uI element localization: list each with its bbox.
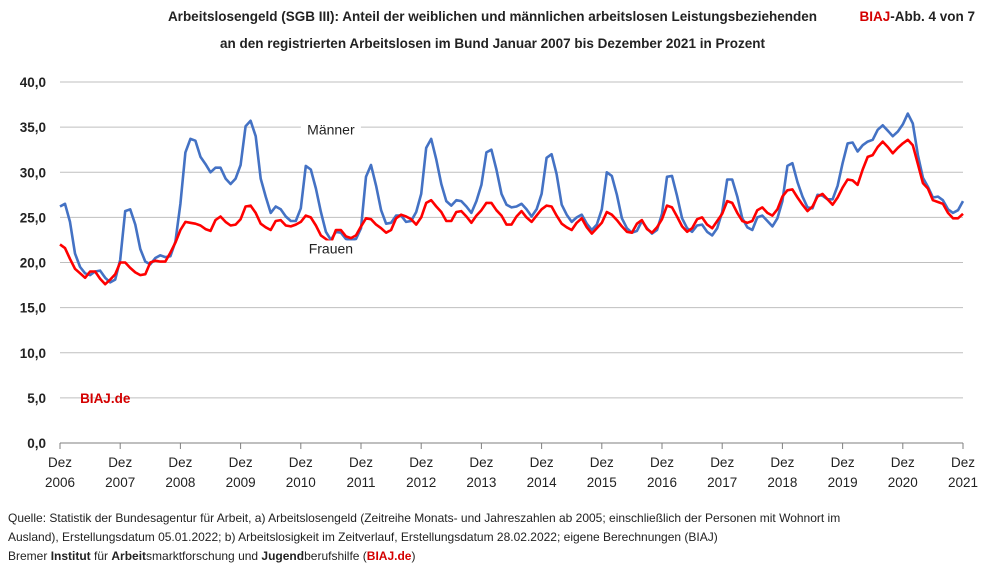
chart-title-line2: an den registrierten Arbeitslosen im Bun… — [220, 36, 765, 51]
x-tick-label-month: Dez — [710, 455, 734, 470]
y-tick-label: 10,0 — [20, 346, 46, 361]
institute-text: berufshilfe ( — [304, 549, 367, 563]
series-line-frauen — [59, 138, 964, 286]
x-axis-ticks: Dez 2006 Dez 2007 Dez 2008 Dez 2009 Dez 2010 Dez 20… — [45, 443, 978, 490]
source-note: Quelle: Statistik der Bundesagentur für … — [8, 509, 968, 566]
figure-badge: BIAJ-Abb. 4 von 7 — [859, 9, 975, 24]
x-tick-label-year: 2008 — [165, 475, 195, 490]
x-tick-label-year: 2006 — [45, 475, 75, 490]
y-tick-label: 25,0 — [20, 210, 46, 225]
institute-line: Bremer Institut für Arbeitsmarktforschun… — [8, 547, 968, 566]
x-tick-label-month: Dez — [48, 455, 72, 470]
y-tick-label: 40,0 — [20, 75, 46, 90]
x-tick-label-month: Dez — [650, 455, 674, 470]
x-tick-label-year: 2010 — [286, 475, 316, 490]
x-tick-label-year: 2020 — [888, 475, 918, 490]
x-tick-label-month: Dez — [229, 455, 253, 470]
institute-text: Bremer — [8, 549, 51, 563]
source-line-2: Ausland), Erstellungsdatum 05.01.2022; b… — [8, 530, 718, 544]
x-tick-label-month: Dez — [530, 455, 554, 470]
x-tick-label-month: Dez — [590, 455, 614, 470]
x-tick-label-month: Dez — [108, 455, 132, 470]
institute-link[interactable]: BIAJ.de — [366, 549, 412, 563]
series-annotations: Männer Frauen BIAJ.de — [80, 121, 361, 406]
institute-emph: Arbeit — [111, 549, 147, 563]
series-annotation-label: Frauen — [309, 240, 353, 256]
y-tick-label: 20,0 — [20, 256, 46, 271]
line-chart: 0,0 5,0 10,0 15,0 20,0 25,0 30,0 35,0 40,0 Dez 20… — [20, 75, 978, 490]
x-tick-label-year: 2018 — [767, 475, 797, 490]
x-tick-label-month: Dez — [168, 455, 192, 470]
watermark-label: BIAJ.de — [80, 391, 131, 406]
institute-text: smarktforschung und — [146, 549, 262, 563]
institute-text: ) — [411, 549, 416, 563]
x-tick-label-year: 2015 — [587, 475, 617, 490]
x-tick-label-year: 2016 — [647, 475, 677, 490]
badge-brand: BIAJ — [859, 9, 891, 24]
badge-figure-number: -Abb. 4 von 7 — [890, 9, 975, 24]
source-line-1: Quelle: Statistik der Bundesagentur für … — [8, 511, 841, 525]
x-tick-label-month: Dez — [289, 455, 313, 470]
x-tick-label-year: 2012 — [406, 475, 436, 490]
series-line-maenner — [59, 112, 965, 284]
x-tick-label-month: Dez — [469, 455, 493, 470]
y-axis-ticks: 0,0 5,0 10,0 15,0 20,0 25,0 30,0 35,0 40,0 — [20, 75, 46, 451]
y-tick-label: 0,0 — [27, 436, 46, 451]
y-tick-label: 35,0 — [20, 120, 46, 135]
annotation-bg — [300, 121, 361, 140]
y-tick-label: 15,0 — [20, 301, 46, 316]
institute-emph: Institut — [50, 549, 91, 563]
chart-title-line1: Arbeitslosengeld (SGB III): Anteil der w… — [167, 9, 818, 24]
y-tick-label: 5,0 — [27, 391, 46, 406]
x-tick-label-year: 2017 — [707, 475, 737, 490]
x-tick-label-year: 2019 — [828, 475, 858, 490]
x-tick-label-month: Dez — [951, 455, 975, 470]
x-tick-label-year: 2013 — [466, 475, 496, 490]
x-tick-label-year: 2014 — [527, 475, 558, 490]
x-tick-label-year: 2011 — [346, 475, 375, 490]
x-tick-label-month: Dez — [409, 455, 433, 470]
institute-text: für — [90, 549, 112, 563]
x-tick-label-year: 2007 — [105, 475, 135, 490]
x-tick-label-year: 2021 — [948, 475, 978, 490]
x-tick-label-month: Dez — [770, 455, 794, 470]
x-tick-label-month: Dez — [349, 455, 373, 470]
series-lines — [59, 112, 965, 286]
institute-emph: Jugend — [261, 549, 305, 563]
annotation-bg — [300, 240, 361, 259]
series-annotation-label: Männer — [307, 121, 355, 137]
y-tick-label: 30,0 — [20, 165, 46, 180]
x-tick-label-year: 2009 — [226, 475, 256, 490]
x-tick-label-month: Dez — [831, 455, 855, 470]
x-tick-label-month: Dez — [891, 455, 915, 470]
gridlines — [60, 81, 963, 444]
